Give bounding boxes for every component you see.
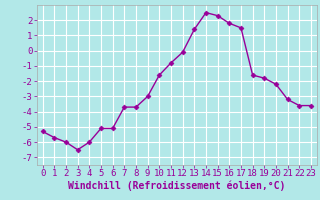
X-axis label: Windchill (Refroidissement éolien,°C): Windchill (Refroidissement éolien,°C) xyxy=(68,181,285,191)
